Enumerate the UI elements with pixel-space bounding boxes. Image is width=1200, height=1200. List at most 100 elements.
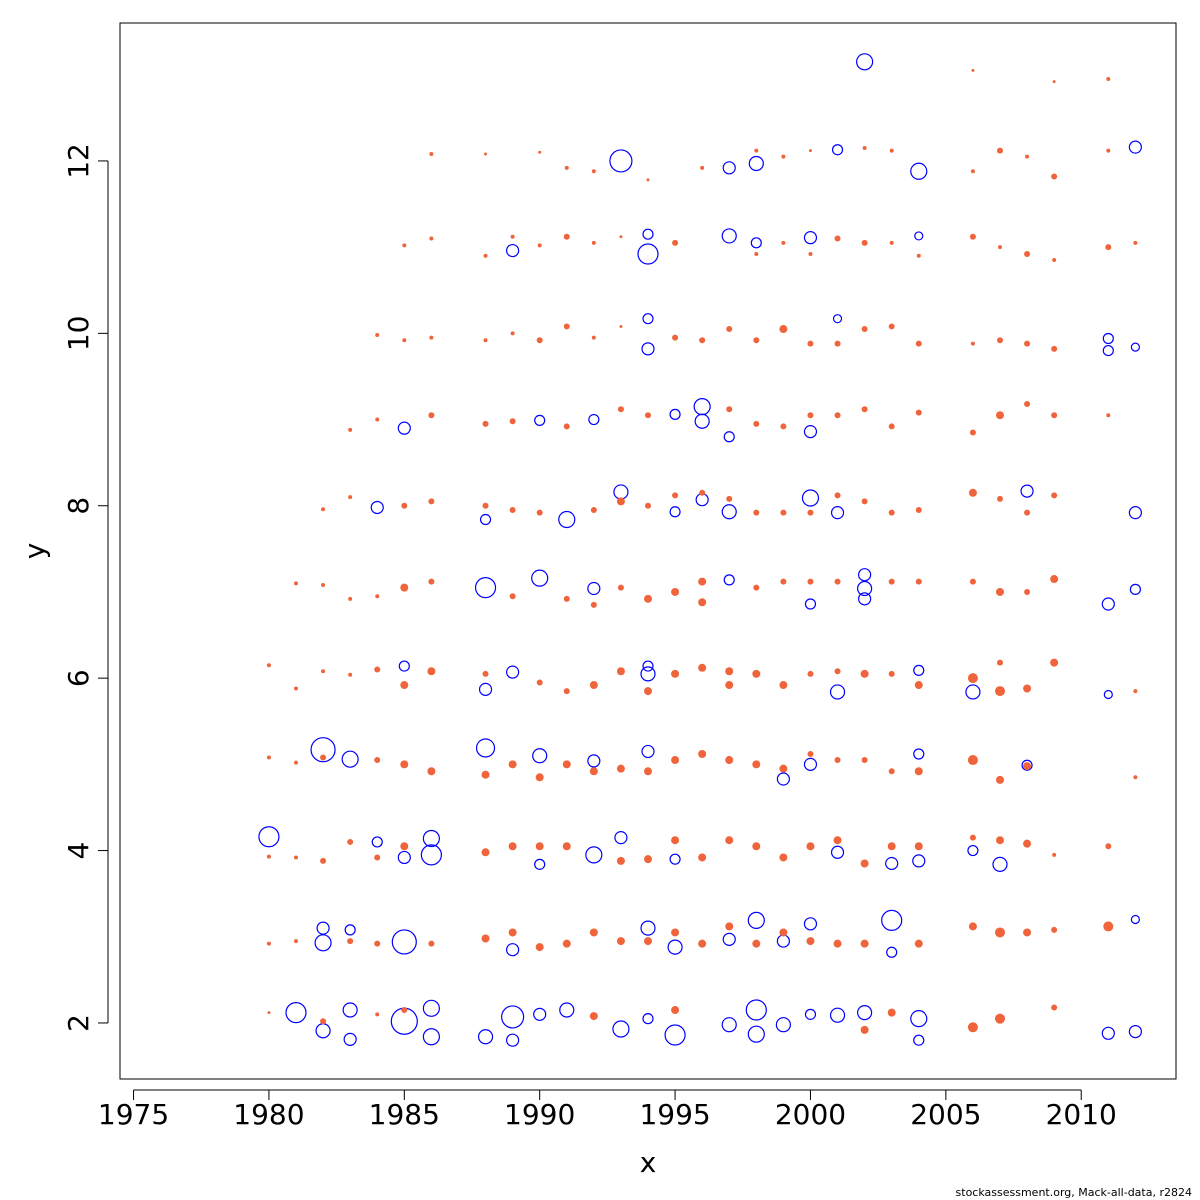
negative-residual-bubble	[969, 834, 976, 841]
negative-residual-bubble	[671, 928, 680, 937]
negative-residual-bubble	[996, 775, 1004, 784]
negative-residual-bubble	[671, 756, 680, 765]
negative-residual-bubble	[779, 928, 788, 937]
positive-residual-bubble	[804, 598, 817, 610]
positive-residual-bubble	[912, 854, 926, 868]
negative-residual-bubble	[401, 502, 408, 509]
negative-residual-bubble	[888, 423, 895, 430]
positive-residual-bubble	[534, 858, 546, 870]
positive-residual-bubble	[722, 161, 736, 175]
negative-residual-bubble	[1052, 258, 1057, 263]
negative-residual-bubble	[564, 165, 569, 170]
negative-residual-bubble	[997, 147, 1003, 154]
positive-residual-bubble	[1103, 689, 1113, 700]
negative-residual-bubble	[726, 326, 733, 333]
negative-residual-bubble	[375, 594, 380, 599]
negative-residual-bubble	[538, 150, 542, 154]
positive-residual-bubble	[803, 231, 818, 245]
negative-residual-bubble	[1133, 775, 1138, 780]
negative-residual-bubble	[402, 338, 407, 343]
negative-residual-bubble	[807, 751, 814, 758]
negative-residual-bubble	[753, 337, 760, 344]
negative-residual-bubble	[888, 578, 895, 585]
positive-residual-bubble	[723, 431, 735, 443]
positive-residual-bubble	[587, 754, 601, 768]
negative-residual-bubble	[1023, 762, 1032, 771]
positive-residual-bubble	[588, 413, 600, 426]
negative-residual-bubble	[725, 681, 734, 690]
positive-residual-bubble	[750, 237, 762, 249]
negative-residual-bubble	[1024, 401, 1031, 408]
positive-residual-bubble	[422, 829, 440, 848]
negative-residual-bubble	[834, 340, 841, 347]
negative-residual-bubble	[320, 1018, 327, 1025]
negative-residual-bubble	[400, 760, 409, 769]
positive-residual-bubble	[857, 1005, 873, 1021]
negative-residual-bubble	[914, 681, 923, 690]
positive-residual-bubble	[391, 929, 417, 955]
positive-residual-bubble	[1102, 344, 1114, 357]
negative-residual-bubble	[1050, 658, 1059, 667]
negative-residual-bubble	[267, 1011, 271, 1015]
positive-residual-bubble	[1020, 484, 1034, 498]
negative-residual-bubble	[589, 767, 598, 776]
negative-residual-bubble	[807, 412, 814, 419]
negative-residual-bubble	[1106, 77, 1111, 82]
negative-residual-bubble	[698, 663, 707, 672]
positive-residual-bubble	[829, 684, 846, 700]
negative-residual-bubble	[347, 838, 354, 845]
negative-residual-bubble	[1024, 340, 1031, 347]
positive-residual-bubble	[258, 826, 280, 848]
positive-residual-bubble	[913, 1034, 925, 1046]
positive-residual-bubble	[398, 660, 410, 672]
negative-residual-bubble	[1024, 588, 1031, 595]
y-tick-label: 12	[62, 143, 95, 179]
negative-residual-bubble	[428, 940, 435, 947]
negative-residual-bubble	[644, 855, 652, 864]
negative-residual-bubble	[968, 488, 977, 497]
negative-residual-bubble	[1106, 413, 1111, 418]
negative-residual-bubble	[996, 836, 1004, 845]
positive-residual-bubble	[803, 425, 818, 439]
positive-residual-bubble	[747, 1025, 765, 1043]
positive-residual-bubble	[501, 1005, 525, 1029]
negative-residual-bubble	[619, 235, 623, 239]
negative-residual-bubble	[914, 842, 923, 851]
y-axis: 2 4 6 8 10 12	[62, 143, 109, 1032]
negative-residual-bubble	[1051, 345, 1058, 352]
positive-residual-bubble	[803, 917, 818, 931]
negative-residual-bubble	[915, 507, 922, 514]
positive-residual-bubble	[721, 228, 737, 244]
positive-residual-bubble	[534, 414, 546, 427]
negative-residual-bubble	[535, 943, 544, 952]
negative-residual-bubble	[754, 148, 759, 153]
negative-residual-bubble	[375, 417, 380, 422]
negative-residual-bubble	[374, 854, 381, 861]
positive-residual-bubble	[910, 1010, 928, 1028]
positive-residual-bubble	[992, 856, 1008, 872]
negative-residual-bubble	[915, 340, 922, 347]
positive-residual-bubble	[641, 342, 655, 356]
negative-residual-bubble	[617, 584, 624, 591]
positive-residual-bubble	[585, 846, 603, 864]
positive-residual-bubble	[609, 149, 633, 173]
positive-residual-bubble	[341, 750, 359, 768]
negative-residual-bubble	[348, 495, 353, 500]
negative-residual-bubble	[861, 757, 868, 764]
positive-residual-bubble	[913, 664, 925, 676]
negative-residual-bubble	[644, 594, 652, 603]
positive-residual-bubble	[477, 1029, 494, 1045]
negative-residual-bubble	[725, 667, 734, 676]
negative-residual-bubble	[969, 429, 976, 436]
negative-residual-bubble	[996, 587, 1004, 596]
positive-residual-bubble	[641, 744, 655, 759]
negative-residual-bubble	[1105, 843, 1112, 850]
positive-residual-bubble	[829, 1007, 846, 1023]
negative-residual-bubble	[400, 583, 409, 592]
positive-residual-bubble	[885, 856, 899, 871]
positive-residual-bubble	[314, 934, 332, 952]
negative-residual-bubble	[1052, 852, 1057, 857]
source-caption: stockassessment.org, Mack-all-data, r282…	[956, 1186, 1192, 1199]
negative-residual-bubble	[888, 670, 895, 677]
